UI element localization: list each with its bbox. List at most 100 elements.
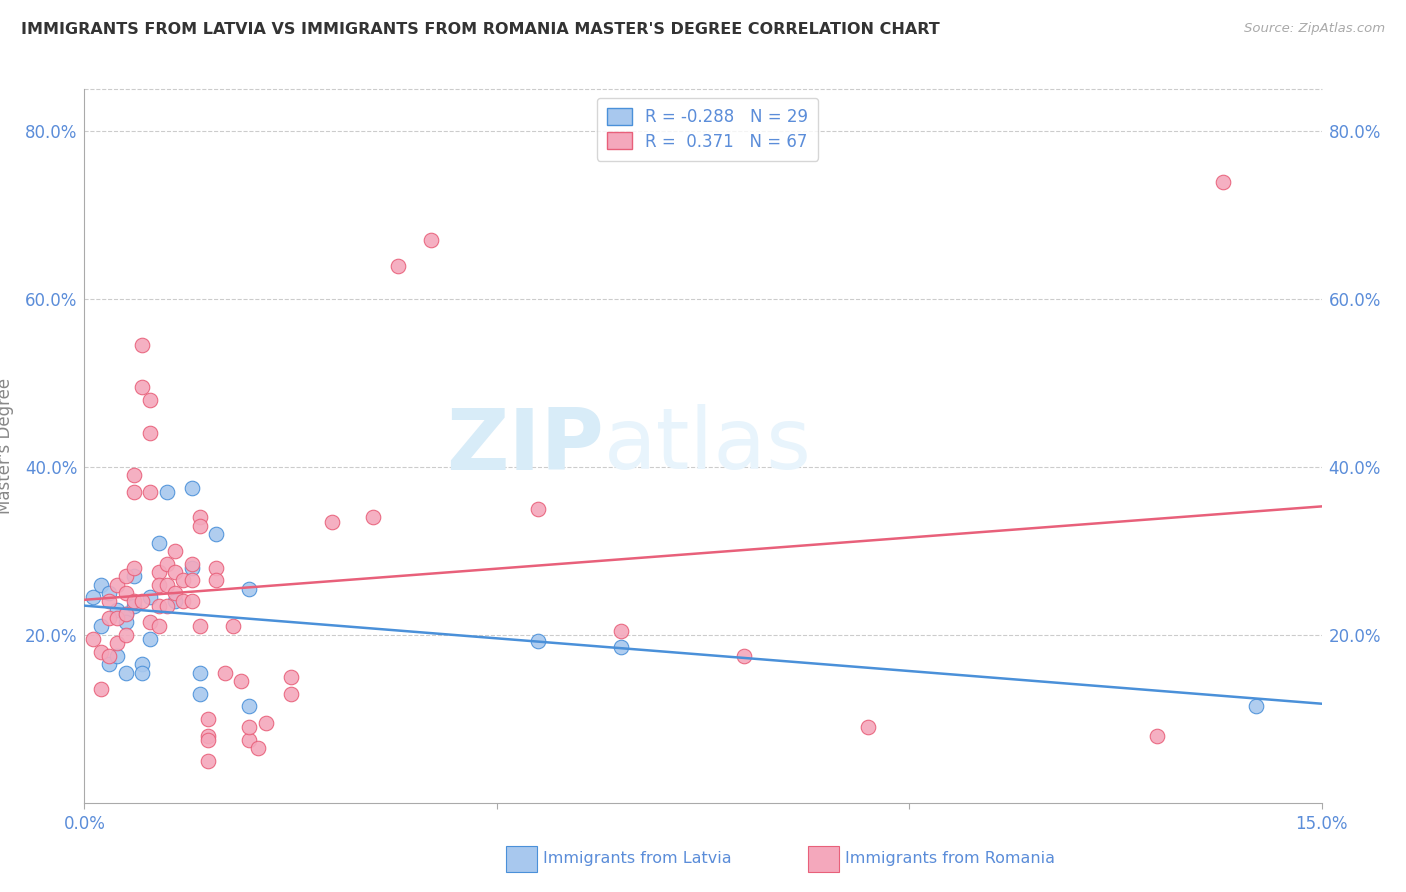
- Point: [90, 619, 112, 633]
- Point: [188, 619, 211, 633]
- Y-axis label: Master's Degree: Master's Degree: [0, 378, 14, 514]
- Point: [197, 754, 219, 768]
- Point: [280, 670, 302, 684]
- Point: [180, 574, 202, 588]
- Point: [238, 732, 260, 747]
- Text: ZIP: ZIP: [446, 404, 605, 488]
- Point: [114, 607, 136, 621]
- Point: [114, 615, 136, 630]
- Point: [172, 574, 194, 588]
- Point: [105, 648, 128, 663]
- Point: [98, 586, 121, 600]
- Point: [105, 603, 128, 617]
- Point: [114, 586, 136, 600]
- Point: [361, 510, 384, 524]
- Point: [90, 577, 112, 591]
- Point: [98, 611, 121, 625]
- Point: [387, 259, 409, 273]
- Point: [139, 426, 162, 441]
- Point: [98, 657, 121, 672]
- Text: IMMIGRANTS FROM LATVIA VS IMMIGRANTS FROM ROMANIA MASTER'S DEGREE CORRELATION CH: IMMIGRANTS FROM LATVIA VS IMMIGRANTS FRO…: [21, 22, 939, 37]
- Point: [238, 699, 260, 714]
- Point: [229, 674, 252, 689]
- Point: [165, 586, 187, 600]
- Point: [238, 582, 260, 596]
- Point: [82, 590, 104, 604]
- Point: [148, 535, 170, 549]
- Point: [122, 569, 145, 583]
- Point: [419, 233, 441, 247]
- Point: [188, 518, 211, 533]
- Text: Source: ZipAtlas.com: Source: ZipAtlas.com: [1244, 22, 1385, 36]
- Point: [131, 338, 153, 352]
- Point: [856, 720, 879, 734]
- Point: [280, 687, 302, 701]
- Point: [131, 657, 153, 672]
- Point: [165, 544, 187, 558]
- Point: [180, 594, 202, 608]
- Point: [222, 619, 245, 633]
- Point: [165, 565, 187, 579]
- Point: [609, 624, 631, 638]
- Point: [105, 611, 128, 625]
- Point: [148, 577, 170, 591]
- Point: [609, 640, 631, 655]
- Point: [1212, 175, 1234, 189]
- Point: [114, 628, 136, 642]
- Point: [139, 615, 162, 630]
- Point: [205, 560, 228, 574]
- Text: Immigrants from Romania: Immigrants from Romania: [845, 852, 1054, 866]
- Point: [180, 560, 202, 574]
- Point: [148, 619, 170, 633]
- Point: [197, 732, 219, 747]
- Text: Immigrants from Latvia: Immigrants from Latvia: [543, 852, 731, 866]
- Point: [139, 590, 162, 604]
- Point: [214, 665, 236, 680]
- Point: [254, 716, 277, 731]
- Point: [527, 502, 550, 516]
- Point: [122, 560, 145, 574]
- Point: [90, 682, 112, 697]
- Point: [527, 633, 550, 648]
- Text: atlas: atlas: [605, 404, 813, 488]
- Point: [122, 485, 145, 500]
- Point: [131, 594, 153, 608]
- Point: [197, 729, 219, 743]
- Point: [82, 632, 104, 646]
- Point: [105, 577, 128, 591]
- Point: [122, 468, 145, 483]
- Point: [139, 392, 162, 407]
- Point: [122, 599, 145, 613]
- Point: [139, 485, 162, 500]
- Point: [180, 481, 202, 495]
- Point: [105, 636, 128, 650]
- Point: [156, 557, 179, 571]
- Point: [165, 594, 187, 608]
- Point: [172, 594, 194, 608]
- Point: [246, 741, 269, 756]
- Point: [114, 569, 136, 583]
- Point: [321, 515, 343, 529]
- Point: [148, 599, 170, 613]
- Point: [122, 594, 145, 608]
- Point: [188, 665, 211, 680]
- Point: [180, 557, 202, 571]
- Point: [1244, 699, 1267, 714]
- Point: [238, 720, 260, 734]
- Point: [1146, 729, 1168, 743]
- Point: [114, 607, 136, 621]
- Point: [131, 665, 153, 680]
- Point: [205, 527, 228, 541]
- Point: [156, 599, 179, 613]
- Point: [114, 665, 136, 680]
- Point: [98, 594, 121, 608]
- Point: [156, 577, 179, 591]
- Point: [205, 574, 228, 588]
- Point: [733, 648, 755, 663]
- Point: [90, 645, 112, 659]
- Point: [131, 380, 153, 394]
- Point: [98, 648, 121, 663]
- Point: [139, 632, 162, 646]
- Point: [156, 485, 179, 500]
- Point: [188, 687, 211, 701]
